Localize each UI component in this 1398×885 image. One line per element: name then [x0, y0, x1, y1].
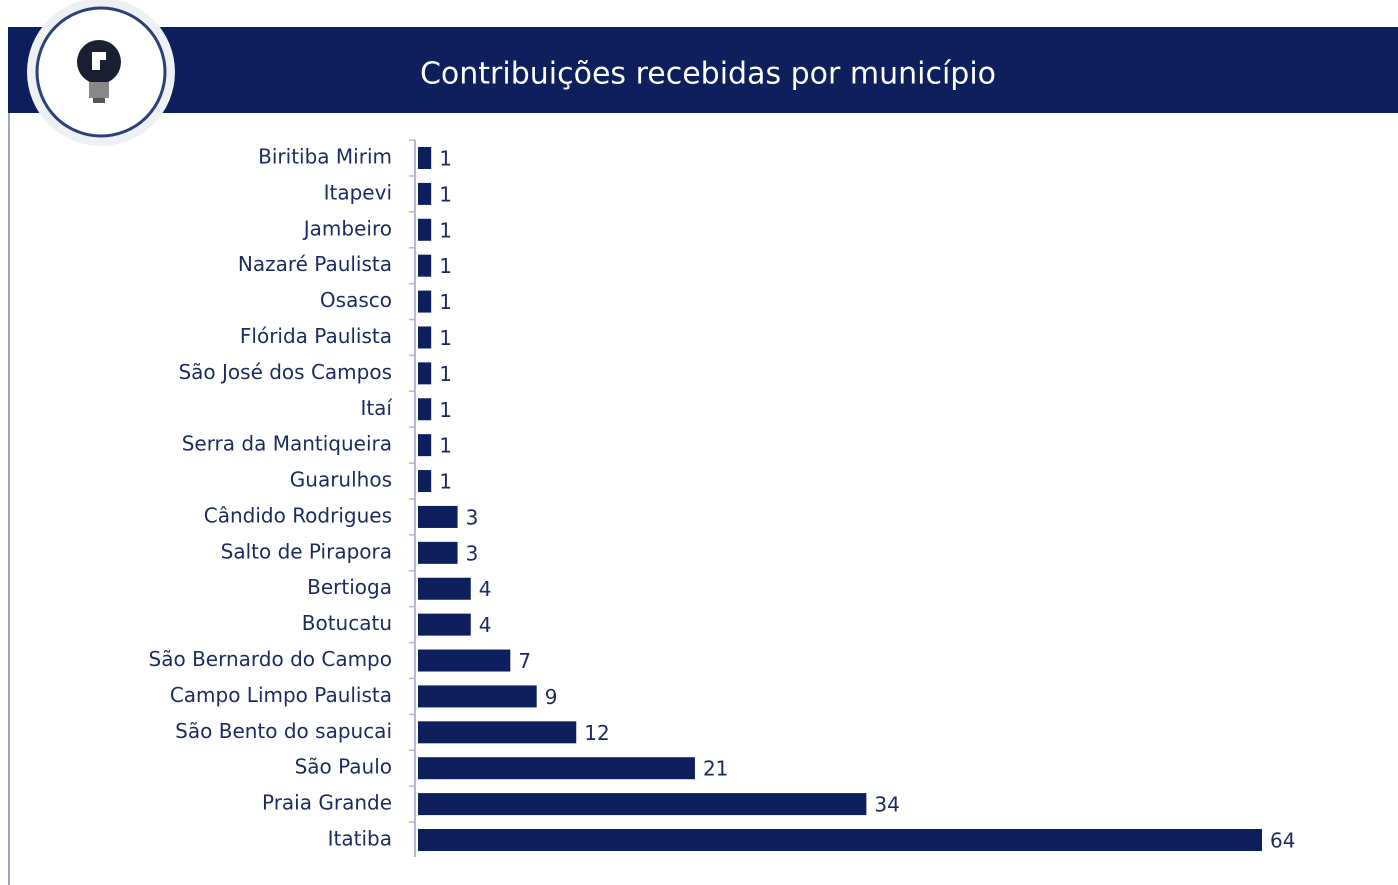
category-label: Botucatu [302, 611, 392, 635]
category-label: Guarulhos [290, 468, 392, 492]
category-label: Cândido Rodrigues [204, 503, 392, 527]
bar [418, 147, 432, 169]
value-label: 4 [479, 613, 492, 637]
category-label: Biritiba Mirim [258, 145, 392, 169]
bar [418, 829, 1262, 851]
value-label: 1 [439, 254, 452, 278]
bar [418, 398, 432, 421]
bar [418, 721, 577, 744]
value-label: 7 [518, 649, 531, 673]
value-label: 1 [439, 147, 452, 171]
value-label: 1 [439, 290, 452, 314]
bar [418, 254, 432, 277]
category-label: Itatiba [328, 827, 392, 851]
category-label: Itapevi [324, 180, 392, 204]
category-label: Campo Limpo Paulista [170, 683, 392, 707]
value-label: 9 [545, 685, 558, 709]
bar [418, 505, 458, 528]
bar [418, 290, 432, 313]
bar [418, 362, 432, 385]
category-label: Flórida Paulista [240, 324, 392, 348]
value-label: 4 [479, 577, 492, 601]
value-label: 1 [439, 398, 452, 422]
value-label: 1 [439, 434, 452, 458]
bar [418, 218, 432, 241]
value-label: 3 [466, 505, 479, 529]
bar [418, 757, 695, 780]
bar [418, 613, 471, 636]
value-label: 1 [439, 362, 452, 386]
category-label: São Bento do sapucai [175, 719, 392, 743]
bar [418, 182, 432, 205]
bar [418, 326, 432, 349]
bar [418, 541, 458, 564]
value-label: 1 [439, 470, 452, 494]
value-label: 12 [584, 721, 609, 745]
category-label: Osasco [320, 288, 392, 312]
value-label: 21 [703, 757, 728, 781]
bar [418, 434, 432, 457]
header-band [8, 27, 1398, 113]
bar [418, 577, 471, 600]
category-label: São Paulo [295, 755, 392, 779]
value-label: 64 [1270, 829, 1295, 853]
category-label: São José dos Campos [178, 360, 392, 384]
category-label: Jambeiro [302, 216, 392, 240]
category-label: Itaí [360, 396, 393, 420]
category-label: Salto de Pirapora [221, 539, 392, 563]
category-label: Nazaré Paulista [238, 252, 392, 276]
bar [418, 685, 537, 708]
bar [418, 793, 867, 816]
bar [418, 470, 432, 493]
value-label: 1 [439, 218, 452, 242]
category-label: Serra da Mantiqueira [182, 432, 392, 456]
category-label: Praia Grande [262, 791, 392, 815]
category-label: Bertioga [307, 575, 392, 599]
category-label: São Bernardo do Campo [149, 647, 392, 671]
value-label: 3 [466, 541, 479, 565]
value-label: 1 [439, 182, 452, 206]
value-label: 34 [874, 793, 899, 817]
value-label: 1 [439, 326, 452, 350]
bar [418, 649, 511, 672]
chart-title: Contribuições recebidas por município [420, 57, 996, 92]
logo-bulb [77, 40, 121, 103]
